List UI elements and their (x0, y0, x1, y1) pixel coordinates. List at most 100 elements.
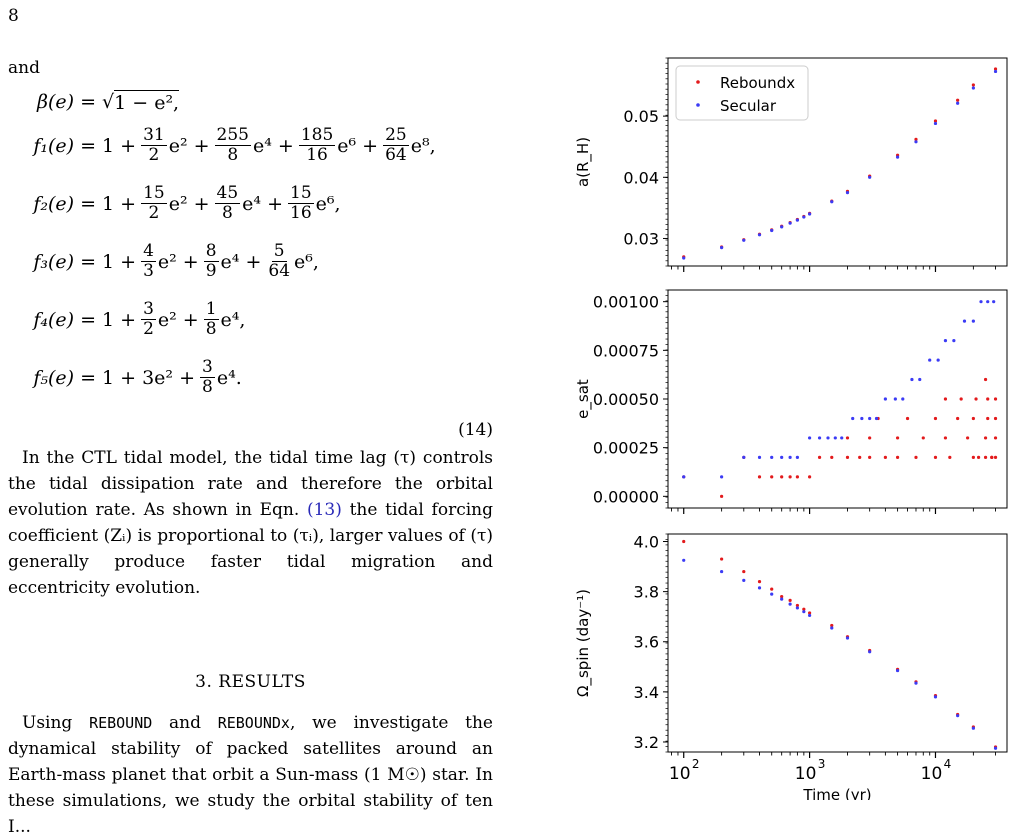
data-point-secular (868, 650, 872, 654)
plot-frame (667, 533, 1008, 753)
data-point-reboundx (868, 436, 872, 440)
data-point-reboundx (976, 455, 981, 459)
legend-marker-reboundx (696, 80, 700, 84)
data-point-secular (895, 668, 900, 673)
x-tick-exponent: 2 (692, 757, 700, 771)
data-point-reboundx (986, 416, 990, 421)
data-point-reboundx (974, 397, 978, 401)
data-point-secular (780, 455, 784, 459)
y-tick-label: 0.03 (623, 229, 659, 248)
y-tick-label: 3.8 (634, 583, 659, 602)
equation-lhs: β(e) = (36, 91, 96, 113)
data-point-reboundx (956, 416, 960, 421)
equation-term-text: e² + (168, 192, 210, 215)
data-point-reboundx (682, 539, 686, 544)
y-tick-label: 3.4 (634, 683, 659, 702)
y-tick-label: 0.05 (623, 107, 659, 126)
data-point-reboundx (986, 397, 990, 401)
data-point-secular (720, 569, 724, 574)
legend-label: Reboundx (720, 74, 795, 92)
code-reboundx: REBOUNDx (217, 714, 290, 732)
figure-three-panel: 0.03 0.04 0.05 a(R_H) Reboundx Secular 0.00000… (574, 57, 1008, 800)
equation-term-text: e⁸, (410, 134, 436, 157)
equation-term-text: 1 + (102, 192, 137, 215)
equation-lhs: f₃(e) = (33, 250, 96, 273)
data-point-secular (979, 300, 983, 304)
data-point-reboundx (993, 67, 998, 71)
data-point-secular (795, 455, 800, 459)
data-point-reboundx (845, 436, 850, 440)
fraction: 45 8 (214, 184, 241, 223)
fraction-numerator: 185 (298, 125, 336, 146)
plot-frame (667, 289, 1008, 509)
data-point-reboundx (757, 580, 762, 584)
equation-lhs: f₁(e) = (33, 134, 96, 157)
data-point-secular (795, 606, 800, 610)
fraction-numerator: 255 (214, 125, 251, 146)
y-tick-label: 3.2 (634, 733, 659, 752)
chart-panel-top: 0.03 0.04 0.05 a(R_H) Reboundx Secular (574, 57, 1008, 272)
fraction-denominator: 2 (143, 319, 154, 339)
data-point-secular (845, 636, 850, 640)
data-point-secular (943, 339, 948, 343)
data-point-secular (993, 746, 998, 750)
data-point-secular (918, 377, 922, 382)
paragraph-text: Using (22, 713, 90, 733)
data-point-secular (757, 586, 762, 590)
equation-term-text: e⁴, (220, 308, 246, 331)
legend-box (675, 65, 809, 121)
equation-f3: f₃(e) = 1 +4 3 e² +8 9 e⁴ +5 64 e⁶, (8, 242, 323, 281)
data-point-secular (971, 86, 975, 90)
legend-marker-secular (696, 103, 700, 107)
data-point-secular (914, 681, 918, 685)
data-point-reboundx (817, 455, 822, 459)
equation-term-text: e⁴ + (252, 134, 294, 157)
fraction-numerator: 8 (203, 241, 219, 262)
fraction-denominator: 8 (221, 203, 233, 223)
data-point-reboundx (780, 595, 784, 599)
data-point-secular (851, 416, 855, 421)
equation-term-text: e² + (157, 250, 199, 273)
fraction-denominator: 64 (268, 261, 291, 281)
y-tick-label: 4.0 (634, 533, 659, 552)
data-point-reboundx (933, 119, 938, 123)
equation-lhs: f₅(e) = (33, 366, 96, 389)
data-point-secular (993, 69, 998, 74)
section-heading: 3. RESULTS (195, 672, 306, 692)
data-point-reboundx (742, 569, 746, 574)
data-point-secular (780, 225, 784, 229)
data-point-secular (840, 436, 844, 440)
equation-term-text: e⁶ + (337, 134, 379, 157)
equation-term-text: e² + (168, 134, 210, 157)
data-point-reboundx (788, 475, 792, 479)
data-point-reboundx (933, 455, 938, 459)
data-point-secular (952, 339, 956, 343)
intro-word: and (8, 58, 40, 78)
y-axis-label: e_sat (574, 379, 593, 419)
data-point-secular (868, 416, 872, 421)
data-point-reboundx (983, 436, 988, 440)
fraction: 255 8 (214, 125, 251, 165)
paragraph-text: and (152, 713, 218, 733)
x-tick-exponent: 4 (944, 757, 952, 771)
data-point-secular (914, 140, 918, 144)
data-point-reboundx (993, 397, 998, 401)
fraction-denominator: 3 (143, 261, 154, 281)
fraction-numerator: 3 (200, 357, 215, 378)
y-tick-label: 0.00075 (593, 341, 659, 360)
data-point-reboundx (943, 436, 948, 440)
y-tick-label: 0.04 (623, 168, 659, 187)
legend-label: Secular (720, 97, 777, 115)
equation-reference-link[interactable]: (13) (306, 500, 342, 520)
data-point-reboundx (990, 455, 994, 459)
legend: Reboundx Secular (675, 65, 809, 121)
data-point-reboundx (993, 416, 998, 421)
paragraph-text: In the CTL tidal model, the tidal time l… (8, 448, 493, 520)
data-point-reboundx (770, 475, 774, 479)
data-point-secular (986, 300, 990, 304)
data-point-secular (874, 416, 879, 421)
fraction-denominator: 8 (202, 377, 213, 397)
data-point-reboundx (788, 598, 792, 603)
fraction-numerator: 31 (141, 125, 167, 146)
